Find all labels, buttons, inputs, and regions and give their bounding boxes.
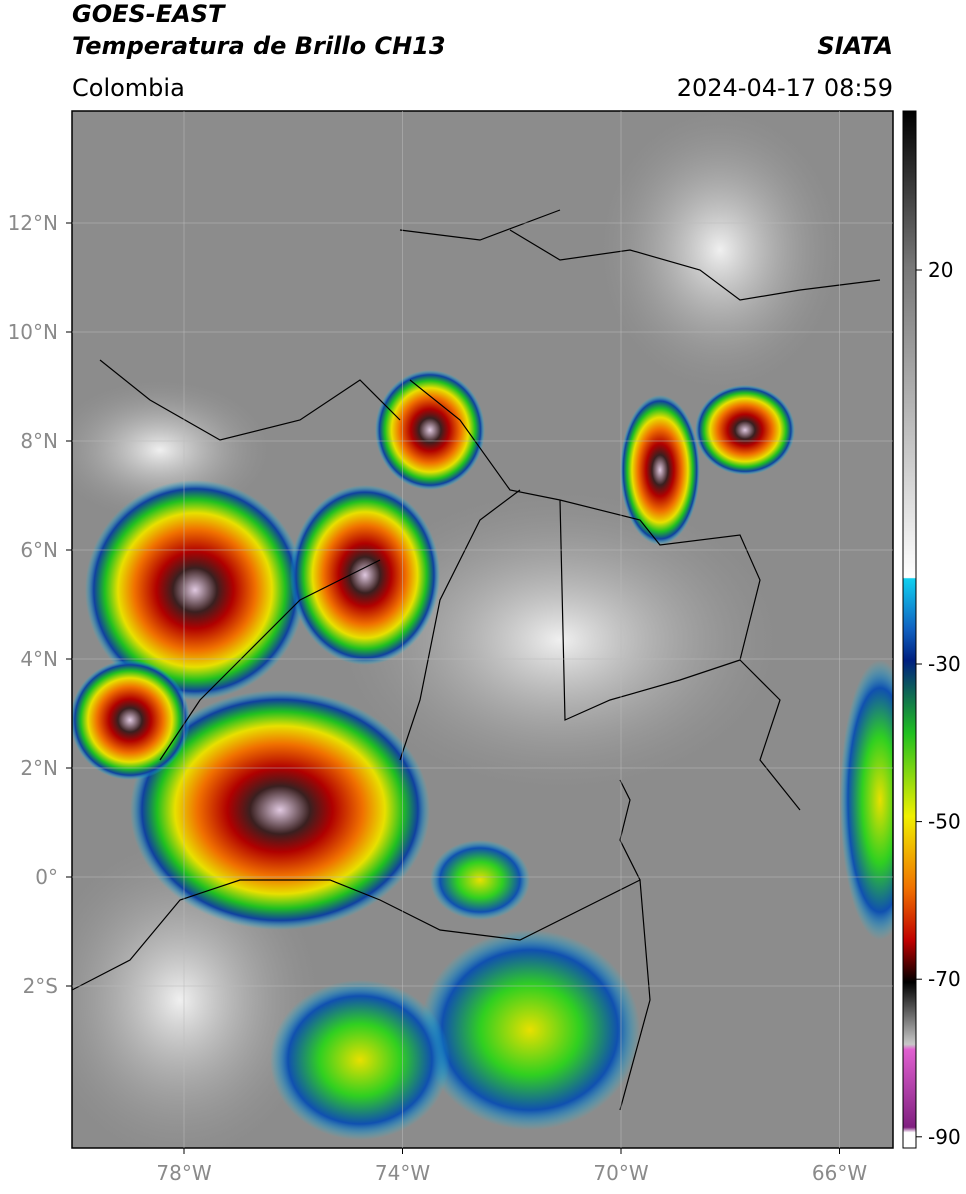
storm xyxy=(375,370,485,490)
map-image xyxy=(72,111,893,1148)
rain-band xyxy=(430,840,530,920)
lat-tick-label: 10°N xyxy=(8,320,58,344)
rain-band xyxy=(840,660,893,940)
borders xyxy=(72,209,881,1111)
lat-tick-label: 0° xyxy=(35,865,58,889)
lat-tick-label: 8°N xyxy=(20,429,58,453)
source: SIATA xyxy=(817,32,893,60)
lon-tick-label: 78°W xyxy=(156,1161,211,1185)
cloud xyxy=(340,490,780,790)
lat-tick-label: 12°N xyxy=(8,211,58,235)
storm xyxy=(620,395,700,545)
lat-tick-label: 6°N xyxy=(20,538,58,562)
lat-tick-label: 2°N xyxy=(20,756,58,780)
map-frame xyxy=(71,110,894,1149)
storm xyxy=(130,690,430,930)
colorbar-tick-label: -90 xyxy=(928,1125,961,1149)
cloud xyxy=(600,111,840,390)
storm xyxy=(695,385,795,475)
title: GOES-EAST xyxy=(72,0,226,28)
lat-tick-label: 2°S xyxy=(23,974,58,998)
timestamp: 2024-04-17 08:59 xyxy=(677,74,893,102)
colorbar xyxy=(902,110,917,1149)
colorbar-tick-label: -30 xyxy=(928,652,961,676)
storm xyxy=(85,480,305,700)
colorbar-tick-label: -70 xyxy=(928,967,961,991)
lon-tick-label: 70°W xyxy=(593,1161,648,1185)
region: Colombia xyxy=(72,74,185,102)
storm xyxy=(72,660,190,780)
lon-tick-label: 66°W xyxy=(812,1161,867,1185)
rain-band xyxy=(420,930,640,1130)
rain-band xyxy=(270,980,450,1140)
colorbar-tick-label: 20 xyxy=(928,258,953,282)
lon-tick-label: 74°W xyxy=(375,1161,430,1185)
lat-tick-label: 4°N xyxy=(20,647,58,671)
colorbar-tick-label: -50 xyxy=(928,810,961,834)
subtitle: Temperatura de Brillo CH13 xyxy=(72,32,446,60)
storm xyxy=(290,485,440,665)
